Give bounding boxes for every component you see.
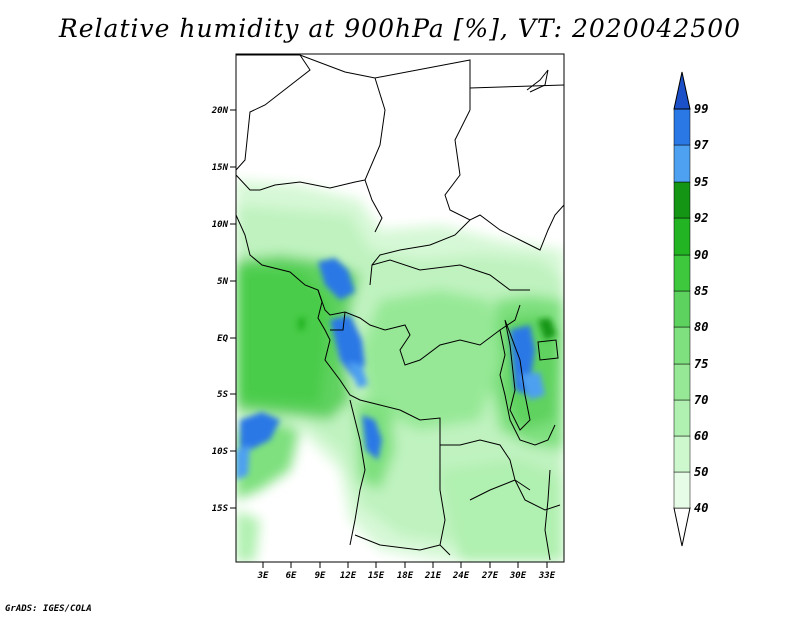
map-frame bbox=[235, 53, 565, 563]
colorbar-segment bbox=[673, 435, 691, 473]
map-panel bbox=[235, 53, 565, 563]
colorbar-segment bbox=[673, 144, 691, 183]
longitude-axis: 3E 6E 9E 12E 15E 18E 21E 24E 27E 30E 33E bbox=[257, 562, 556, 581]
lat-tick-label: 10N bbox=[212, 220, 229, 230]
lat-tick-label: EQ bbox=[217, 334, 228, 344]
lon-tick-label: 21E bbox=[424, 571, 442, 581]
country-borders bbox=[236, 54, 564, 561]
lon-tick-label: 15E bbox=[368, 571, 385, 581]
colorbar-label: 92 bbox=[694, 211, 708, 225]
colorbar-segment bbox=[673, 290, 691, 328]
lat-tick-label: 15N bbox=[212, 163, 229, 173]
colorbar-segment bbox=[673, 254, 691, 292]
colorbar-label: 50 bbox=[694, 465, 708, 479]
colorbar-label: 80 bbox=[694, 320, 708, 334]
colorbar-label: 75 bbox=[694, 357, 708, 371]
colorbar-label: 90 bbox=[694, 248, 708, 262]
colorbar-bottom-triangle bbox=[673, 507, 691, 547]
lon-tick-label: 30E bbox=[509, 571, 527, 581]
colorbar-top-triangle bbox=[673, 71, 691, 110]
lat-tick-label: 5S bbox=[217, 390, 228, 400]
colorbar-segment bbox=[673, 181, 691, 219]
lon-tick-label: 3E bbox=[257, 571, 269, 581]
colorbar-segment bbox=[673, 399, 691, 437]
colorbar-segment bbox=[673, 363, 691, 401]
colorbar-label: 40 bbox=[694, 501, 708, 515]
colorbar-label: 70 bbox=[694, 393, 708, 407]
colorbar-segment bbox=[673, 326, 691, 365]
lat-tick-label: 10S bbox=[212, 447, 229, 457]
lon-tick-label: 33E bbox=[538, 571, 556, 581]
lon-tick-label: 27E bbox=[481, 571, 499, 581]
lat-tick-label: 20N bbox=[211, 106, 229, 116]
colorbar-segment bbox=[673, 471, 691, 509]
colorbar: 40 50 60 70 75 80 85 90 92 95 97 99 bbox=[673, 71, 709, 547]
lat-tick-label: 15S bbox=[212, 504, 229, 514]
lon-tick-label: 9E bbox=[315, 571, 326, 581]
latitude-axis: 20N 15N 10N 5N EQ 5S 10S 15S bbox=[211, 106, 236, 514]
lon-tick-label: 18E bbox=[397, 571, 414, 581]
map-title: Relative humidity at 900hPa [%], VT: 202… bbox=[58, 14, 742, 43]
lat-tick-label: 5N bbox=[217, 277, 228, 287]
lon-tick-label: 12E bbox=[340, 571, 357, 581]
colorbar-segment bbox=[673, 217, 691, 256]
colorbar-label: 85 bbox=[694, 284, 708, 298]
colorbar-label: 95 bbox=[694, 175, 708, 189]
lon-tick-label: 24E bbox=[452, 571, 470, 581]
colorbar-segment bbox=[673, 108, 691, 146]
humidity-field bbox=[236, 54, 564, 562]
grads-credit: GrADS: IGES/COLA bbox=[5, 604, 92, 614]
colorbar-label: 99 bbox=[694, 102, 708, 116]
colorbar-label: 60 bbox=[694, 429, 708, 443]
colorbar-label: 97 bbox=[694, 138, 709, 152]
lon-tick-label: 6E bbox=[286, 571, 297, 581]
